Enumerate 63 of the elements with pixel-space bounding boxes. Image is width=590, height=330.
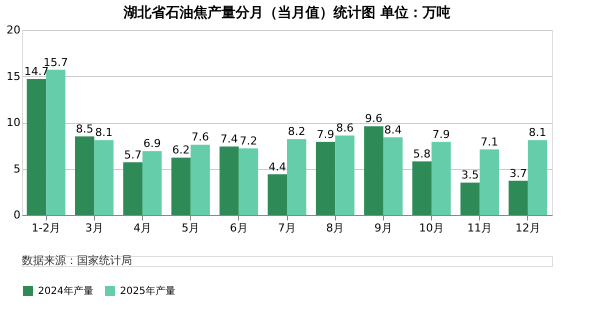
data-label: 4.4 (268, 160, 286, 174)
data-label: 3.7 (510, 166, 528, 180)
bar (190, 144, 210, 215)
y-tick-label: 10 (6, 116, 20, 129)
bar (94, 140, 114, 215)
legend-label: 2025年产量 (120, 285, 176, 297)
data-label: 7.6 (192, 130, 210, 144)
x-tick-label: 9月 (374, 222, 392, 234)
data-label: 5.8 (413, 147, 431, 160)
bar (480, 149, 499, 215)
data-label: 9.6 (364, 112, 382, 126)
bar (460, 182, 480, 215)
bar (238, 148, 258, 215)
data-label: 7.9 (316, 128, 334, 141)
x-tick-label: 8月 (326, 222, 344, 234)
x-tick-label: 5月 (182, 222, 200, 234)
data-label: 8.6 (336, 121, 354, 134)
bar (364, 126, 384, 215)
data-label: 8.1 (528, 126, 546, 140)
source-note: 数据来源：国家统计局 (22, 254, 132, 267)
data-label: 8.1 (95, 126, 113, 140)
bar (220, 146, 239, 215)
x-tick-label: 6月 (230, 222, 248, 234)
bar (26, 79, 46, 215)
bar (412, 161, 432, 215)
legend-label: 2024年产量 (38, 285, 94, 297)
y-tick-label: 5 (14, 162, 20, 176)
data-label: 8.4 (384, 123, 402, 136)
data-label: 7.2 (240, 134, 258, 148)
bar (268, 174, 287, 215)
bar (123, 162, 142, 215)
data-label: 7.9 (432, 128, 450, 141)
bar (171, 158, 191, 215)
chart-title: 湖北省石油焦产量分月（当月值）统计图 单位：万吨 (122, 4, 450, 21)
data-label: 3.5 (461, 168, 479, 182)
y-tick-label: 20 (6, 24, 20, 36)
y-tick-label: 15 (6, 70, 20, 83)
x-tick-label: 10月 (419, 222, 444, 234)
data-label: 6.9 (143, 137, 161, 150)
x-tick-label: 3月 (85, 222, 104, 234)
bar (287, 139, 306, 215)
x-tick-label: 11月 (467, 222, 492, 234)
data-label: 14.7 (24, 65, 49, 78)
bar (432, 142, 451, 215)
bar (75, 136, 94, 215)
data-label: 5.7 (124, 148, 142, 162)
bar (316, 142, 336, 215)
data-label: 8.2 (288, 125, 306, 138)
bar (46, 70, 66, 215)
x-tick-label: 7月 (278, 222, 296, 234)
x-tick-label: 1-2月 (32, 222, 61, 234)
data-label: 8.5 (76, 122, 94, 136)
y-tick-label: 0 (14, 208, 20, 222)
bar (383, 137, 403, 215)
bar (508, 180, 528, 215)
bar (142, 151, 162, 215)
data-label: 6.2 (172, 144, 190, 157)
x-tick-label: 12月 (515, 222, 540, 234)
data-label: 7.1 (480, 135, 498, 148)
data-label: 7.4 (220, 132, 238, 146)
x-tick-label: 4月 (133, 222, 152, 234)
bar (335, 135, 354, 215)
bar (528, 140, 548, 215)
